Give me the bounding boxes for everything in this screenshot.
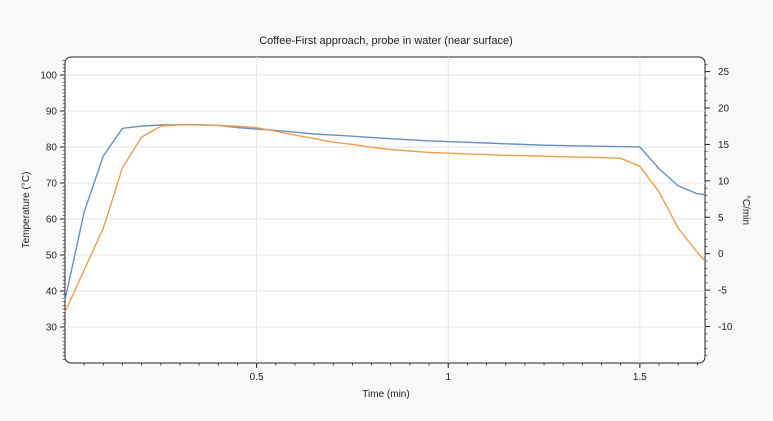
y-tick-label: 40 [46,287,58,298]
series-line-rate [64,124,706,313]
series-group [64,123,706,313]
y2-axis-label: °C/min [740,195,751,225]
y2-tick-label: 20 [718,104,730,115]
ticks: 0.5 1 1.5 30 40 50 60 70 80 90 100 -10 -5 0 5 10 15 20 25 [40,60,733,383]
y-tick-label: 100 [40,71,57,82]
y-tick-label: 50 [46,251,58,262]
y2-tick-label: 0 [718,249,724,260]
y2-tick-label: 10 [718,176,730,187]
y-tick-label: 60 [46,215,58,226]
y-tick-label: 80 [46,143,58,154]
y2-tick-label: 5 [718,213,724,224]
y2-tick-label: -10 [718,322,733,333]
x-tick-label: 0.5 [250,372,264,383]
grid [65,57,705,363]
x-axis-label: Time (min) [362,389,409,400]
y-tick-label: 90 [46,107,58,118]
y2-tick-label: 25 [718,67,730,78]
y2-tick-label: 15 [718,140,730,151]
x-tick-label: 1 [445,372,451,383]
x-tick-label: 1.5 [633,372,647,383]
y2-tick-label: -5 [718,286,727,297]
chart-title: Coffee-First approach, probe in water (n… [259,35,513,47]
plot-area [64,56,706,364]
y-tick-label: 30 [46,323,58,334]
y-axis-label: Temperature (°C) [21,172,32,249]
y-tick-label: 70 [46,179,58,190]
